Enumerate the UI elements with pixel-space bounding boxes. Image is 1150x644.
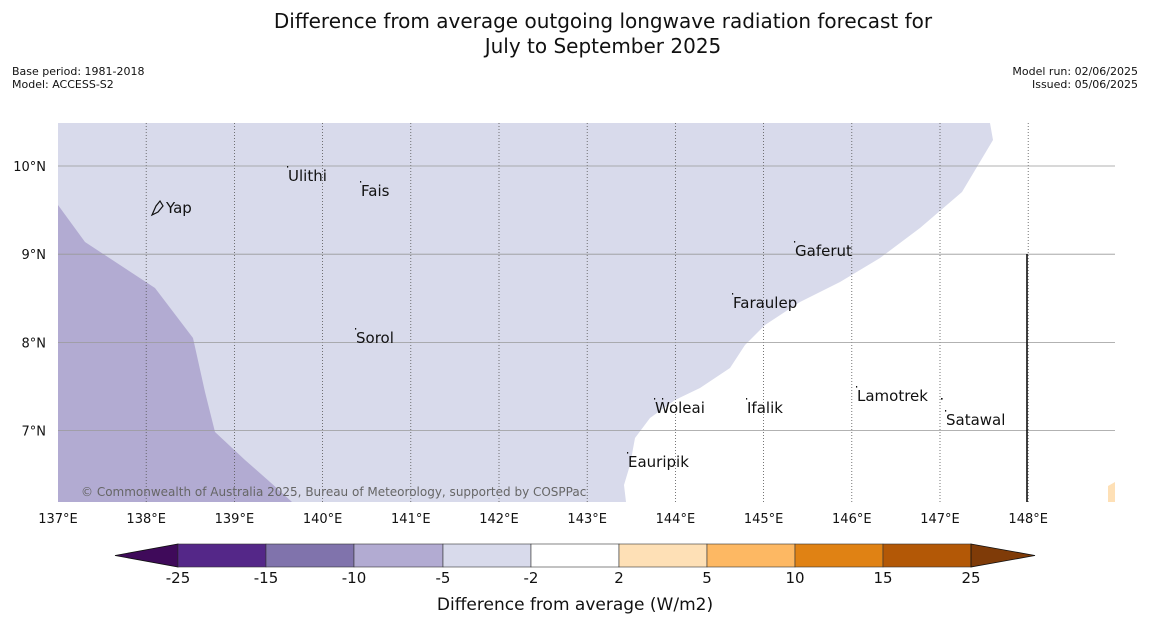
yap-island (150, 199, 164, 217)
lon-tick-label: 143°E (567, 512, 607, 527)
map-panel: Yap Ulithi Fais Gaferut Faraulep Sorol Woleai I… (58, 123, 1115, 502)
colorbar-segment (265, 543, 355, 568)
colorbar-segment (353, 543, 444, 568)
place-label: Gaferut (795, 242, 852, 260)
lon-tick-label: 139°E (215, 512, 255, 527)
lon-tick-label: 141°E (391, 512, 431, 527)
lat-tick-label: 10°N (13, 160, 46, 175)
meta-left: Base period: 1981-2018 Model: ACCESS-S2 (12, 65, 144, 91)
base-period: Base period: 1981-2018 (12, 65, 145, 78)
region-2-to-5 (1108, 482, 1115, 502)
place-marker-dot (355, 328, 357, 330)
lon-tick-label: 138°E (126, 512, 166, 527)
longitude-ticks: 137°E 138°E 139°E 140°E 141°E 142°E 143°E 144°E… (38, 512, 1048, 527)
place-label: Faraulep (733, 294, 797, 312)
colorbar-tick-label: -25 (166, 569, 191, 587)
place-markers (287, 166, 947, 454)
colorbar-segment (706, 543, 796, 568)
model-name: Model: ACCESS-S2 (12, 78, 114, 91)
place-label: Eauripik (628, 453, 689, 471)
place-label: Yap (165, 199, 192, 217)
colorbar-segment (177, 543, 267, 568)
place-label: Lamotrek (857, 387, 928, 405)
colorbar: -25 -15 -10 -5 -2 2 5 10 15 25 (114, 543, 1036, 587)
colorbar-segment (530, 543, 620, 568)
place-marker-dot (945, 410, 947, 412)
colorbar-tick-label: 15 (873, 569, 892, 587)
place-marker-dot (654, 398, 656, 400)
model-run: Model run: 02/06/2025 (1012, 65, 1138, 78)
place-marker-dot (287, 166, 289, 168)
colorbar-segment (794, 543, 884, 568)
island-dot (662, 398, 664, 400)
place-labels: Yap Ulithi Fais Gaferut Faraulep Sorol Woleai I… (165, 167, 1005, 471)
lon-tick-label: 146°E (832, 512, 872, 527)
region-minus5-to-minus2 (58, 123, 993, 502)
colorbar-tick-label: 25 (961, 569, 980, 587)
lon-tick-label: 142°E (479, 512, 519, 527)
gridlines (58, 123, 1115, 502)
place-label: Fais (361, 182, 390, 200)
place-marker-dot (627, 452, 629, 454)
issued-date: Issued: 05/06/2025 (1031, 78, 1138, 91)
colorbar-tick-label: -15 (254, 569, 279, 587)
place-marker-dot (360, 181, 362, 183)
lat-tick-label: 7°N (22, 425, 47, 440)
lon-tick-label: 140°E (303, 512, 343, 527)
lon-tick-label: 147°E (920, 512, 960, 527)
lat-tick-label: 8°N (22, 336, 47, 351)
place-label: Sorol (356, 329, 394, 347)
lon-tick-label: 144°E (656, 512, 696, 527)
colorbar-segment (618, 543, 708, 568)
lon-tick-label: 137°E (38, 512, 78, 527)
region-minus10-to-minus5 (58, 205, 292, 502)
place-marker-dot (794, 241, 796, 243)
colorbar-tick-label: 5 (702, 569, 712, 587)
latitude-ticks: 10°N 9°N 8°N 7°N (13, 160, 46, 440)
lon-tick-label: 148°E (1008, 512, 1048, 527)
island-dot (941, 398, 943, 400)
place-label: Ifalik (747, 399, 783, 417)
place-label: Satawal (946, 411, 1005, 429)
colorbar-tick-label: -5 (436, 569, 451, 587)
place-label: Ulithi (288, 167, 327, 185)
colorbar-segment (442, 543, 532, 568)
colorbar-high-extend (970, 543, 1036, 568)
colorbar-tick-label: -10 (342, 569, 367, 587)
meta-right: Model run: 02/06/2025 Issued: 05/06/2025 (1012, 65, 1138, 91)
place-marker-dot (746, 398, 748, 400)
title-line-2: July to September 2025 (484, 34, 722, 58)
colorbar-tick-label: -2 (524, 569, 539, 587)
lat-tick-label: 9°N (22, 248, 47, 263)
colorbar-title: Difference from average (W/m2) (437, 595, 713, 615)
title-line-1: Difference from average outgoing longwav… (273, 9, 933, 33)
colorbar-tick-label: 2 (614, 569, 624, 587)
place-marker-dot (732, 293, 734, 295)
place-label: Woleai (655, 399, 705, 417)
copyright-text: © Commonwealth of Australia 2025, Bureau… (81, 485, 586, 499)
colorbar-low-extend (114, 543, 179, 568)
lon-tick-label: 145°E (744, 512, 784, 527)
colorbar-segment (882, 543, 972, 568)
map-title: Difference from average outgoing longwav… (0, 9, 1150, 59)
colorbar-tick-label: 10 (785, 569, 804, 587)
place-marker-dot (856, 386, 858, 388)
